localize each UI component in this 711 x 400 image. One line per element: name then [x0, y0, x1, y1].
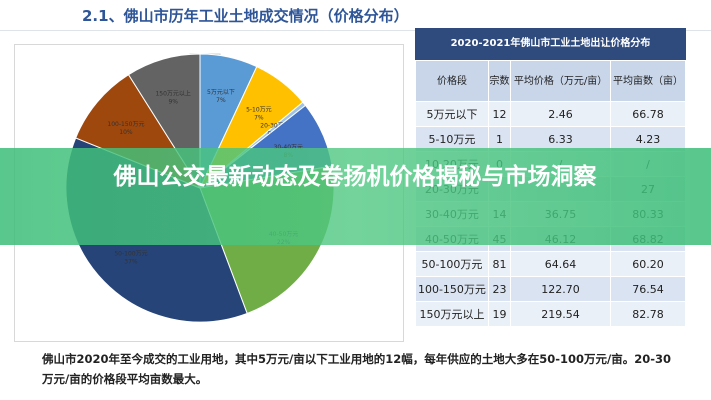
table-row: 5-10万元 1 6.33 4.23 [415, 126, 687, 152]
slice-label: 50-100万元 [114, 250, 147, 257]
caption: 佛山市2020年至今成交的工业用地，其中5万元/亩以下工业用地的12幅，每年供应… [42, 352, 671, 386]
table-row: 5万元以下 12 2.46 66.78 [415, 101, 687, 127]
column-header: 宗数 [487, 60, 512, 102]
column-header: 价格段 [415, 60, 489, 102]
slice-label: 5-10万元 [246, 107, 272, 114]
banner-text: 佛山公交最新动态及卷扬机价格揭秘与市场洞察 [113, 164, 597, 190]
slice-label: 20-30万元 [260, 122, 289, 129]
slice-value: 10% [119, 129, 133, 136]
slice-value: 7% [216, 97, 226, 104]
table-cell: 5-10万元 [415, 126, 489, 152]
slice-value: 37% [124, 258, 138, 265]
table-cell: 60.20 [609, 251, 687, 277]
table-cell: 150万元以上 [415, 301, 489, 327]
table-cell: 50-100万元 [415, 251, 489, 277]
slice-label: 150万元以上 [155, 89, 190, 97]
table-row: 50-100万元 81 64.64 60.20 [415, 251, 687, 277]
table-cell: 23 [487, 276, 512, 302]
header-title: 2.1、佛山市历年工业土地成交情况（价格分布） [82, 7, 409, 25]
table-cell: 81 [487, 251, 512, 277]
slice-value: 7% [254, 115, 264, 122]
column-header: 平均价格（万元/亩） [510, 60, 611, 102]
table-cell: 66.78 [609, 101, 687, 127]
slice-label: 5万元以下 [207, 89, 235, 96]
table-cell: 76.54 [609, 276, 687, 302]
table-cell: 100-150万元 [415, 276, 489, 302]
table-title: 2020-2021年佛山市工业土地出让价格分布 [415, 28, 686, 60]
table-cell: 2.46 [510, 101, 611, 127]
slice-label: 100-150万元 [107, 121, 144, 128]
table-cell: 122.70 [510, 276, 611, 302]
table-cell: 4.23 [609, 126, 687, 152]
table-cell: 12 [487, 101, 512, 127]
banner [0, 148, 711, 245]
slice-label: 30-40万元 [274, 144, 303, 151]
divider [0, 30, 711, 31]
table-cell: 1 [487, 126, 512, 152]
table-cell: 219.54 [510, 301, 611, 327]
column-header: 平均亩数（亩） [609, 60, 687, 102]
table-row: 150万元以上 19 219.54 82.78 [415, 301, 687, 327]
table-cell: 64.64 [510, 251, 611, 277]
slice-value: 9% [168, 98, 178, 105]
table-row: 100-150万元 23 122.70 76.54 [415, 276, 687, 302]
table-cell: 5万元以下 [415, 101, 489, 127]
table-cell: 82.78 [609, 301, 687, 327]
header-row: 价格段 宗数 平均价格（万元/亩） 平均亩数（亩） [415, 60, 687, 102]
table-cell: 19 [487, 301, 512, 327]
